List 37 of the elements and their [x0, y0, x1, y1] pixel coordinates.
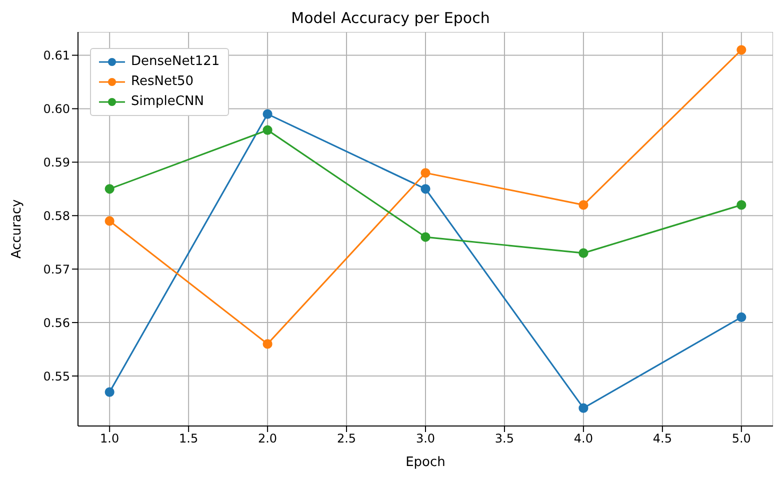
x-tick-label: 3.0: [416, 432, 436, 446]
point: [420, 184, 430, 194]
x-tick-label: 2.0: [258, 432, 278, 446]
y-axis-title: Accuracy: [10, 199, 25, 259]
x-tick-label: 2.5: [336, 432, 356, 446]
point: [262, 109, 272, 119]
point: [736, 312, 746, 322]
point: [578, 248, 588, 258]
y-tick-label: 0.56: [43, 316, 70, 330]
point: [262, 125, 272, 135]
x-tick-label: 1.0: [100, 432, 120, 446]
x-tick-label: 4.0: [574, 432, 593, 446]
y-tick-label: 0.59: [43, 155, 70, 170]
point: [578, 200, 588, 210]
y-tick-label: 0.58: [43, 208, 70, 223]
point: [736, 45, 746, 55]
point: [578, 403, 588, 413]
point: [104, 184, 114, 194]
point: [420, 232, 430, 242]
y-tick-label: 0.57: [43, 262, 70, 276]
point: [736, 200, 746, 210]
point: [104, 216, 114, 226]
x-tick-label: 4.5: [652, 432, 672, 446]
x-axis-title: Epoch: [406, 455, 446, 470]
point: [104, 387, 114, 397]
point: [262, 339, 272, 349]
x-tick-label: 3.5: [494, 432, 514, 446]
y-tick-label: 0.61: [43, 48, 70, 63]
legend-label: SimpleCNN: [131, 93, 204, 111]
point: [420, 168, 430, 178]
x-tick-label: 1.5: [179, 432, 198, 446]
chart-title: Model Accuracy per Epoch: [290, 8, 491, 29]
legend-label: DenseNet121: [131, 53, 220, 71]
x-tick-label: 5.0: [732, 432, 751, 446]
legend-label: ResNet50: [131, 73, 194, 91]
y-tick-label: 0.55: [43, 369, 70, 384]
y-tick-label: 0.60: [43, 102, 70, 116]
